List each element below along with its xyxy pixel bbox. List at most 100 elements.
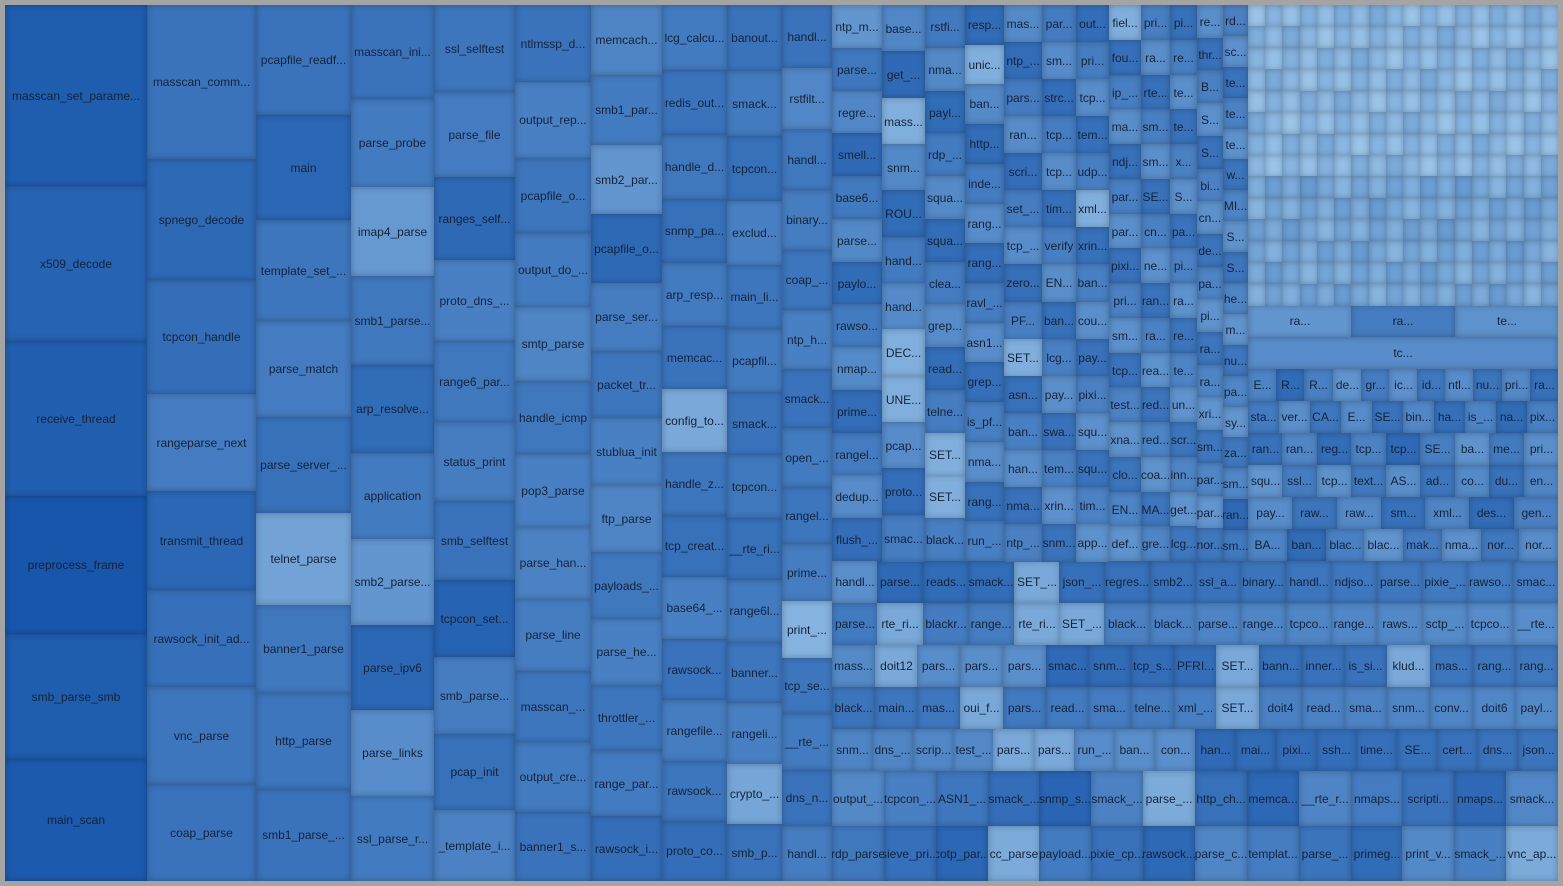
- treemap-tile[interactable]: re...: [1197, 5, 1223, 38]
- treemap-tile-small[interactable]: [1282, 176, 1300, 198]
- treemap-tile[interactable]: rang...: [965, 204, 1004, 244]
- treemap-tile-small[interactable]: [1386, 48, 1404, 70]
- treemap-tile[interactable]: ba...: [1455, 433, 1490, 465]
- treemap-tile[interactable]: nma...: [925, 48, 965, 91]
- treemap-tile[interactable]: time...: [1356, 729, 1397, 771]
- treemap-tile-small[interactable]: [1472, 91, 1490, 113]
- treemap-tile-small[interactable]: [1248, 48, 1266, 70]
- treemap-tile[interactable]: sm...: [1381, 497, 1426, 529]
- treemap-tile-small[interactable]: [1317, 134, 1335, 156]
- treemap-tile[interactable]: ntp_h...: [782, 310, 832, 369]
- treemap-tile[interactable]: smell...: [832, 133, 882, 176]
- treemap-tile-small[interactable]: [1437, 134, 1455, 156]
- treemap-tile-small[interactable]: [1420, 134, 1438, 156]
- treemap-tile[interactable]: conv...: [1430, 687, 1473, 729]
- treemap-tile[interactable]: smb_parse_smb: [5, 634, 147, 759]
- treemap-tile[interactable]: MA...: [1141, 492, 1170, 527]
- treemap-tile-small[interactable]: [1524, 176, 1542, 198]
- treemap-tile[interactable]: S...: [1223, 221, 1248, 252]
- treemap-tile[interactable]: thr...: [1197, 38, 1223, 71]
- treemap-tile[interactable]: ravl_...: [965, 283, 1004, 323]
- treemap-tile[interactable]: payload...: [1039, 826, 1091, 881]
- treemap-tile[interactable]: parse_he...: [591, 619, 662, 685]
- treemap-tile[interactable]: spnego_decode: [147, 159, 256, 280]
- treemap-tile[interactable]: cc_parse: [988, 826, 1040, 881]
- treemap-tile-small[interactable]: [1265, 91, 1283, 113]
- treemap-tile-small[interactable]: [1506, 262, 1524, 284]
- treemap-tile[interactable]: ban...: [1042, 302, 1076, 340]
- treemap-tile[interactable]: smack_...: [1091, 771, 1143, 826]
- treemap-tile[interactable]: tcp_creat...: [662, 515, 727, 577]
- treemap-tile[interactable]: nu...: [1223, 345, 1248, 376]
- treemap-tile[interactable]: pcapfile_readf...: [256, 5, 351, 115]
- treemap-tile[interactable]: rdp_...: [925, 133, 965, 176]
- treemap-tile-small[interactable]: [1437, 198, 1455, 220]
- treemap-tile[interactable]: set_...: [1004, 190, 1042, 228]
- treemap-tile[interactable]: rte_ri...: [877, 603, 923, 645]
- treemap-tile[interactable]: json...: [1518, 729, 1558, 771]
- treemap-tile-small[interactable]: [1489, 284, 1507, 306]
- treemap-tile[interactable]: coa...: [1141, 457, 1170, 492]
- treemap-tile[interactable]: de...: [1197, 234, 1223, 267]
- treemap-tile[interactable]: raws...: [1377, 603, 1423, 645]
- treemap-tile-small[interactable]: [1403, 91, 1421, 113]
- treemap-tile[interactable]: regres...: [1104, 561, 1150, 603]
- treemap-tile-small[interactable]: [1489, 112, 1507, 134]
- treemap-tile-small[interactable]: [1300, 69, 1318, 91]
- treemap-tile[interactable]: smb2...: [1150, 561, 1196, 603]
- treemap-tile[interactable]: par...: [1042, 5, 1076, 43]
- treemap-tile[interactable]: parse_match: [256, 321, 351, 417]
- treemap-tile-small[interactable]: [1420, 5, 1438, 27]
- treemap-tile[interactable]: rawsock...: [1143, 826, 1195, 881]
- treemap-tile[interactable]: id...: [1417, 369, 1446, 401]
- treemap-tile[interactable]: asn...: [1004, 376, 1042, 414]
- treemap-tile-small[interactable]: [1472, 155, 1490, 177]
- treemap-tile-small[interactable]: [1524, 26, 1542, 48]
- treemap-tile[interactable]: output_rep...: [515, 82, 591, 158]
- treemap-tile[interactable]: pars...: [1034, 729, 1075, 771]
- treemap-tile-small[interactable]: [1369, 198, 1387, 220]
- treemap-tile-small[interactable]: [1437, 91, 1455, 113]
- treemap-tile[interactable]: ran...: [1248, 433, 1283, 465]
- treemap-tile[interactable]: nma...: [1004, 487, 1042, 525]
- treemap-tile-small[interactable]: [1351, 198, 1369, 220]
- treemap-tile-small[interactable]: [1248, 112, 1266, 134]
- treemap-tile[interactable]: parse_...: [1143, 771, 1195, 826]
- treemap-tile[interactable]: run_...: [965, 521, 1004, 561]
- treemap-tile[interactable]: tcpco...: [1467, 603, 1513, 645]
- treemap-tile[interactable]: clo...: [1109, 457, 1141, 492]
- treemap-tile[interactable]: binary...: [782, 190, 832, 250]
- treemap-tile[interactable]: ssl...: [1282, 465, 1317, 497]
- treemap-tile[interactable]: sma...: [1344, 687, 1387, 729]
- treemap-tile-small[interactable]: [1506, 69, 1524, 91]
- treemap-tile[interactable]: handl...: [782, 5, 832, 68]
- treemap-tile-small[interactable]: [1351, 241, 1369, 263]
- treemap-tile[interactable]: payloads_...: [591, 552, 662, 619]
- treemap-tile[interactable]: ban...: [1076, 264, 1109, 302]
- treemap-tile[interactable]: pri...: [1076, 42, 1109, 80]
- treemap-tile[interactable]: red...: [1141, 387, 1170, 422]
- treemap-tile[interactable]: xri...: [1197, 397, 1223, 430]
- treemap-tile-small[interactable]: [1506, 155, 1524, 177]
- treemap-tile[interactable]: rang...: [965, 243, 1004, 283]
- treemap-tile[interactable]: pixi...: [1109, 248, 1141, 283]
- treemap-tile[interactable]: pi...: [1197, 299, 1223, 332]
- treemap-tile[interactable]: des...: [1469, 497, 1514, 529]
- treemap-tile-small[interactable]: [1317, 176, 1335, 198]
- treemap-tile[interactable]: __rte...: [1513, 603, 1558, 645]
- treemap-tile-small[interactable]: [1300, 91, 1318, 113]
- treemap-tile[interactable]: smb2_par...: [591, 145, 662, 214]
- treemap-tile[interactable]: hand...: [882, 237, 925, 284]
- treemap-tile-small[interactable]: [1317, 5, 1335, 27]
- treemap-tile[interactable]: masscan_...: [515, 671, 591, 742]
- treemap-tile-small[interactable]: [1524, 241, 1542, 263]
- treemap-tile-small[interactable]: [1282, 262, 1300, 284]
- treemap-tile[interactable]: masscan_set_parame...: [5, 5, 147, 186]
- treemap-tile[interactable]: pixi...: [1276, 729, 1317, 771]
- treemap-tile[interactable]: te...: [1223, 98, 1248, 129]
- treemap-tile-small[interactable]: [1455, 219, 1473, 241]
- treemap-tile[interactable]: nmap...: [832, 347, 882, 390]
- treemap-tile[interactable]: ssl_selftest: [434, 5, 515, 92]
- treemap-tile[interactable]: cn...: [1197, 201, 1223, 234]
- treemap-tile-small[interactable]: [1265, 112, 1283, 134]
